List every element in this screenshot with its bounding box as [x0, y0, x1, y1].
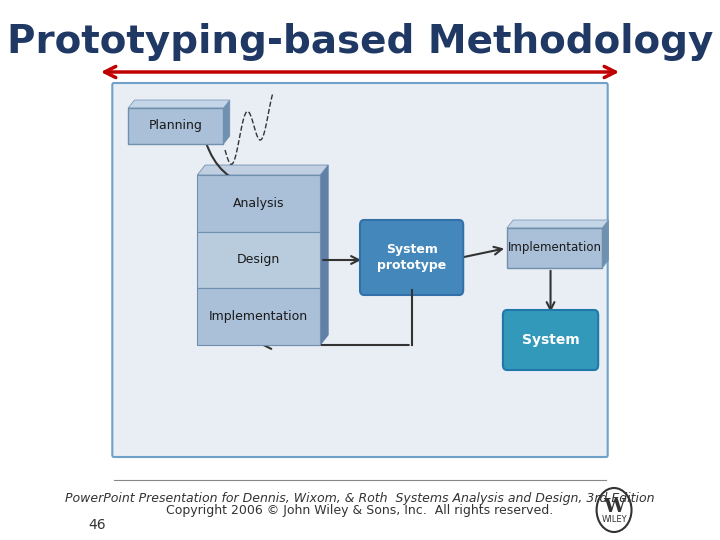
Polygon shape [602, 220, 608, 268]
Text: Implementation: Implementation [508, 241, 601, 254]
Text: Planning: Planning [149, 119, 203, 132]
Text: Implementation: Implementation [210, 310, 308, 323]
Polygon shape [128, 100, 230, 108]
Text: 46: 46 [89, 518, 106, 532]
Text: Copyright 2006 © John Wiley & Sons, Inc.  All rights reserved.: Copyright 2006 © John Wiley & Sons, Inc.… [166, 504, 554, 517]
Text: WILEY: WILEY [601, 516, 627, 524]
Polygon shape [507, 220, 608, 228]
Text: Prototyping-based Methodology: Prototyping-based Methodology [6, 23, 714, 61]
Text: W: W [603, 498, 625, 516]
Text: System
prototype: System prototype [377, 244, 446, 272]
Polygon shape [197, 165, 328, 175]
Text: System: System [522, 333, 580, 347]
FancyBboxPatch shape [197, 288, 320, 345]
FancyBboxPatch shape [503, 310, 598, 370]
Text: Design: Design [237, 253, 280, 267]
FancyBboxPatch shape [128, 108, 223, 144]
FancyBboxPatch shape [360, 220, 463, 295]
FancyBboxPatch shape [112, 83, 608, 457]
FancyBboxPatch shape [507, 228, 602, 268]
FancyBboxPatch shape [197, 232, 320, 288]
Polygon shape [320, 165, 328, 345]
Text: PowerPoint Presentation for Dennis, Wixom, & Roth  Systems Analysis and Design, : PowerPoint Presentation for Dennis, Wixo… [66, 492, 654, 505]
FancyBboxPatch shape [197, 175, 320, 232]
Polygon shape [223, 100, 230, 144]
Text: Analysis: Analysis [233, 197, 284, 210]
